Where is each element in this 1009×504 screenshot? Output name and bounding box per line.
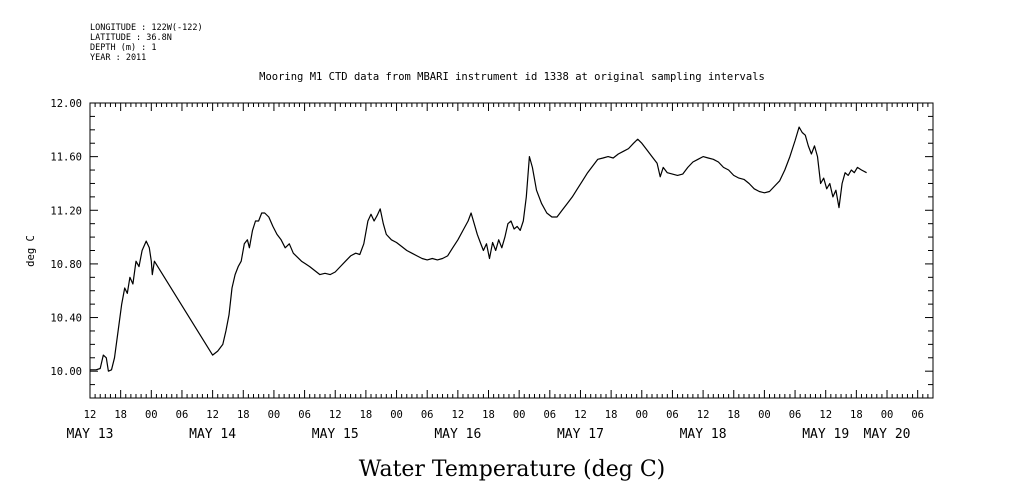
meta-depth: DEPTH (m) : 1 — [90, 43, 157, 53]
x-tick-label: 00 — [145, 409, 158, 421]
meta-latitude: LATITUDE : 36.8N — [90, 33, 172, 43]
x-tick-label: 06 — [666, 409, 679, 421]
x-tick-label: 06 — [176, 409, 189, 421]
x-day-label: MAY 17 — [557, 427, 604, 442]
x-tick-label: 18 — [114, 409, 127, 421]
y-tick-label: 11.20 — [50, 205, 82, 217]
x-tick-label: 12 — [697, 409, 710, 421]
x-tick-label: 18 — [850, 409, 863, 421]
series-line — [90, 126, 867, 372]
y-ticks: 10.00 10.40 10.80 11.20 11.60 12.00 — [50, 98, 933, 399]
x-tick-label: 12 — [819, 409, 832, 421]
y-axis-label: deg C — [25, 235, 37, 267]
x-tick-label: 12 — [84, 409, 97, 421]
x-ticks: 12 18 00 06 12 18 00 06 12 18 00 06 12 18 00 06 12 18 00 06… — [67, 103, 934, 442]
meta-year: YEAR : 2011 — [90, 53, 146, 63]
x-day-label: MAY 16 — [434, 427, 481, 442]
x-tick-label: 00 — [758, 409, 771, 421]
y-tick-label: 11.60 — [50, 152, 82, 164]
x-tick-label: 18 — [237, 409, 250, 421]
x-tick-label: 00 — [635, 409, 648, 421]
x-tick-label: 06 — [421, 409, 434, 421]
x-day-label: MAY 20 — [864, 427, 911, 442]
x-tick-label: 06 — [298, 409, 311, 421]
x-day-label: MAY 18 — [680, 427, 727, 442]
y-tick-label: 10.80 — [50, 259, 82, 271]
x-day-label: MAY 15 — [312, 427, 359, 442]
x-tick-label: 12 — [574, 409, 587, 421]
y-tick-label: 12.00 — [50, 98, 82, 110]
x-axis-label: Water Temperature (deg C) — [359, 457, 666, 482]
series-group — [90, 126, 867, 372]
x-day-label: MAY 19 — [802, 427, 849, 442]
x-tick-label: 00 — [881, 409, 894, 421]
x-day-label: MAY 14 — [189, 427, 236, 442]
x-tick-label: 00 — [513, 409, 526, 421]
meta-longitude: LONGITUDE : 122W(-122) — [90, 23, 203, 33]
x-tick-label: 00 — [268, 409, 281, 421]
x-tick-label: 18 — [605, 409, 618, 421]
x-tick-label: 06 — [789, 409, 802, 421]
x-day-label: MAY 13 — [67, 427, 114, 442]
plot-frame — [89, 102, 934, 399]
x-tick-label: 06 — [911, 409, 924, 421]
y-tick-label: 10.00 — [50, 366, 82, 378]
x-tick-label: 12 — [206, 409, 219, 421]
x-tick-label: 18 — [360, 409, 373, 421]
x-tick-label: 18 — [727, 409, 740, 421]
x-tick-label: 12 — [329, 409, 342, 421]
x-tick-label: 18 — [482, 409, 495, 421]
x-tick-label: 12 — [452, 409, 465, 421]
y-tick-label: 10.40 — [50, 313, 82, 325]
x-tick-label: 06 — [543, 409, 556, 421]
chart-title: Mooring M1 CTD data from MBARI instrumen… — [259, 71, 765, 83]
x-tick-label: 00 — [390, 409, 403, 421]
